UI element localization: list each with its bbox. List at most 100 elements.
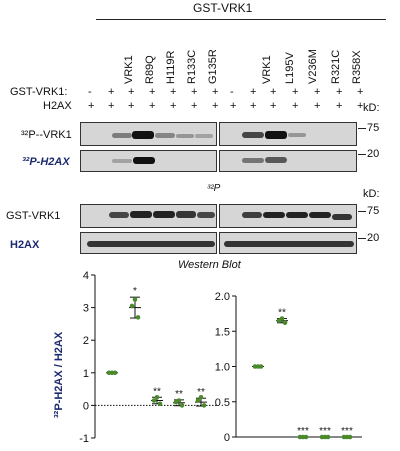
group-title: GST-VRK1 <box>193 1 253 15</box>
lane-sign: + <box>357 86 364 98</box>
data-point <box>303 434 309 440</box>
lane-sign: + <box>108 86 115 98</box>
lane-sign: + <box>314 100 321 112</box>
gst-vrk1-row-label: GST-VRK1: <box>10 86 68 98</box>
marker-75b-label: 75 <box>367 205 380 217</box>
y-tick-label: 0.5 <box>215 397 230 409</box>
marker-75-tick <box>358 128 366 129</box>
significance-label: *** <box>341 426 353 437</box>
p32-caption: ³²P <box>207 183 221 194</box>
kd-label-bottom: kD: <box>363 188 380 200</box>
data-point <box>129 303 135 309</box>
marker-20-label: 20 <box>367 148 380 160</box>
lane-sign: + <box>170 86 177 98</box>
significance-label: ** <box>197 387 205 398</box>
lane-sign: + <box>212 86 219 98</box>
y-tick-label: 2.0 <box>215 291 230 303</box>
data-point <box>132 297 138 302</box>
band <box>176 134 194 138</box>
significance-label: * <box>133 286 137 297</box>
band <box>286 212 308 218</box>
lane-sign: + <box>88 100 95 112</box>
data-point <box>325 434 331 440</box>
data-point <box>258 364 264 369</box>
band <box>133 157 155 164</box>
data-point <box>201 403 207 408</box>
data-point <box>347 434 353 440</box>
lane-sign: + <box>191 100 198 112</box>
band <box>155 133 175 138</box>
group-title-rule <box>96 19 386 20</box>
band <box>265 131 287 139</box>
marker-75-label: 75 <box>367 122 380 134</box>
data-point <box>112 370 118 376</box>
lane-sign: + <box>230 100 237 112</box>
band <box>288 133 306 137</box>
lane-sign: + <box>270 100 277 112</box>
data-point <box>157 401 163 407</box>
band <box>112 133 132 138</box>
lane-sign: + <box>128 86 135 98</box>
lane-sign: + <box>292 86 299 98</box>
lane-sign: + <box>149 100 156 112</box>
lane-sign: - <box>230 86 234 98</box>
data-point <box>154 394 160 400</box>
marker-20b-tick <box>358 238 366 239</box>
data-point <box>282 320 288 326</box>
lane-sign: + <box>314 86 321 98</box>
significance-label: *** <box>319 426 331 437</box>
band <box>309 212 331 218</box>
data-point <box>198 394 204 400</box>
lane-sign: + <box>292 100 299 112</box>
kd-label-top: kD: <box>363 102 380 114</box>
band <box>263 212 285 218</box>
band <box>195 134 213 138</box>
band <box>242 212 262 218</box>
band <box>224 241 354 247</box>
band <box>176 211 196 218</box>
lane-sign: + <box>250 100 257 112</box>
y-tick-label: 3 <box>83 303 89 315</box>
y-tick-label: 1 <box>83 368 89 380</box>
band <box>265 157 287 163</box>
marker-20b-label: 20 <box>367 232 380 244</box>
band <box>197 212 215 218</box>
blot-p32-vrk1-left <box>80 122 217 146</box>
blot-gst-vrk1-left <box>80 204 217 228</box>
lane-sign: + <box>250 86 257 98</box>
band <box>87 241 215 247</box>
lane-sign: + <box>191 86 198 98</box>
y-tick-label: 0 <box>224 432 230 444</box>
data-point <box>176 398 182 403</box>
lane-sign: - <box>88 86 92 98</box>
marker-20-tick <box>358 154 366 155</box>
y-tick-label: 1.0 <box>215 362 230 374</box>
lane-sign: + <box>336 86 343 98</box>
band <box>153 211 175 218</box>
y-tick-label: 0 <box>83 400 89 412</box>
data-point <box>279 316 285 321</box>
band <box>132 131 154 139</box>
gst-vrk1-blot-label: GST-VRK1 <box>6 210 61 222</box>
y-tick-label: 2 <box>83 335 89 347</box>
blot-h2ax-right <box>219 232 357 254</box>
significance-label: ** <box>278 308 286 319</box>
lane-sign: + <box>108 100 115 112</box>
y-tick-label: 1.5 <box>215 326 230 338</box>
lane-sign: + <box>170 100 177 112</box>
p32-h2ax-label: ³²P-H2AX <box>22 156 70 168</box>
band <box>109 212 129 218</box>
lane-sign: + <box>270 86 277 98</box>
significance-label: ** <box>175 389 183 400</box>
western-blot-caption: Western Blot <box>178 259 241 271</box>
lane-sign: + <box>357 100 364 112</box>
band <box>242 132 264 138</box>
data-point <box>179 403 185 408</box>
data-point <box>151 398 157 403</box>
data-point <box>135 315 141 320</box>
y-tick-label: -1 <box>79 433 89 445</box>
h2ax-row-label: H2AX <box>43 100 72 112</box>
blot-gst-vrk1-right <box>219 204 357 228</box>
lane-sign: + <box>149 86 156 98</box>
